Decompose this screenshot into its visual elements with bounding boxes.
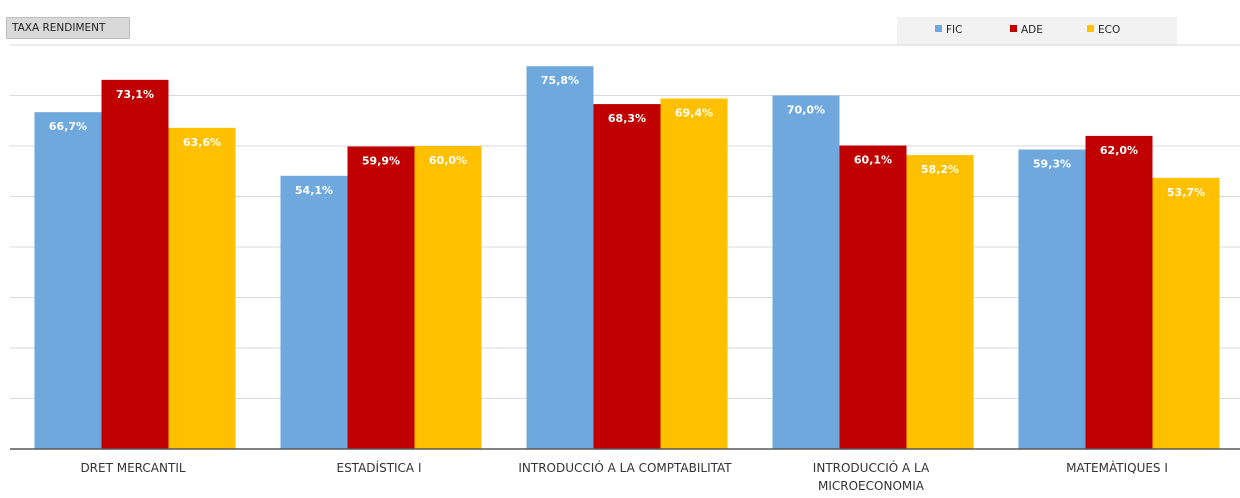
legend-item-eco: ECO — [1087, 24, 1120, 36]
legend: FIC ADE ECO — [897, 17, 1177, 45]
legend-label-eco: ECO — [1098, 24, 1121, 36]
category-label: INTRODUCCIÓ A LA COMPTABILITAT — [518, 460, 732, 475]
data-label: 66,7% — [49, 120, 87, 133]
category-label: MATEMÀTIQUES I — [1066, 460, 1168, 475]
bar-ade — [593, 104, 661, 450]
data-label: 69,4% — [675, 107, 713, 120]
category-label: DRET MERCANTIL — [80, 461, 185, 475]
data-label: 63,6% — [183, 136, 221, 149]
legend-swatch-ade — [1010, 25, 1017, 32]
data-label: 59,9% — [362, 155, 400, 168]
category-label: ESTADÍSTICA I — [336, 460, 421, 475]
category-label: INTRODUCCIÓ A LA — [813, 460, 930, 475]
legend-swatch-eco — [1087, 25, 1094, 32]
legend-item-ade: ADE — [1010, 24, 1043, 36]
bar-fic — [526, 66, 594, 450]
data-label: 59,3% — [1033, 158, 1071, 171]
data-label: 54,1% — [295, 184, 333, 197]
bar-fic — [34, 112, 102, 449]
bar-ade — [101, 79, 169, 449]
legend-label-fic: FIC — [946, 24, 963, 36]
legend-item-fic: FIC — [935, 24, 962, 36]
data-label: 70,0% — [787, 104, 825, 117]
bar-eco — [906, 155, 974, 449]
bar-ade — [347, 146, 415, 449]
data-label: 53,7% — [1167, 186, 1205, 199]
data-label: 75,8% — [541, 74, 579, 87]
category-label: MICROECONOMIA — [818, 479, 925, 493]
chart-title: TAXA RENDIMENT — [6, 17, 130, 39]
bar-fic — [772, 95, 840, 449]
data-label: 60,1% — [854, 153, 892, 166]
legend-label-ade: ADE — [1021, 24, 1043, 36]
bar-fic — [280, 175, 348, 450]
bar-eco — [1152, 177, 1220, 449]
bar-fic — [1018, 149, 1086, 449]
bar-ade — [1085, 135, 1153, 449]
data-label: 73,1% — [116, 88, 154, 101]
bar-eco — [414, 146, 482, 449]
bar-eco — [660, 98, 728, 449]
bar-eco — [168, 127, 236, 449]
legend-swatch-fic — [935, 25, 942, 32]
bar-ade — [839, 145, 907, 449]
data-label: 60,0% — [429, 154, 467, 167]
data-label: 62,0% — [1100, 144, 1138, 157]
data-label: 68,3% — [608, 112, 646, 125]
data-label: 58,2% — [921, 163, 959, 176]
